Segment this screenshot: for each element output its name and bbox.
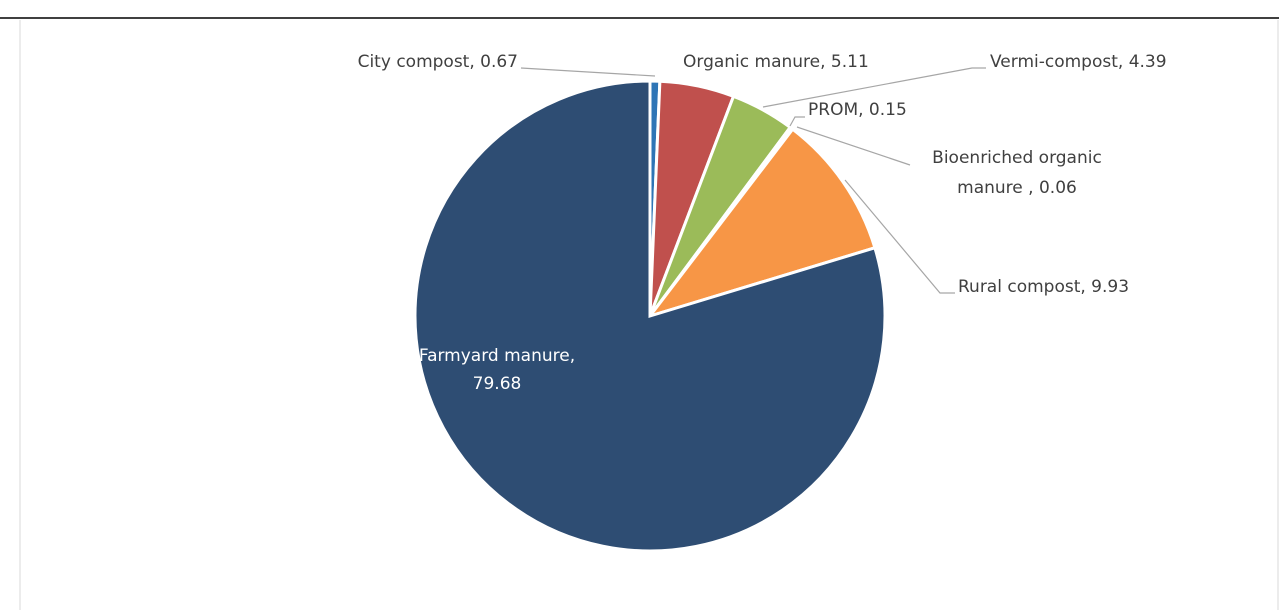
data-label: PROM, 0.15 xyxy=(808,100,907,120)
data-label: Vermi-compost, 4.39 xyxy=(990,52,1167,72)
leader-line xyxy=(762,67,986,108)
pie-slice xyxy=(645,127,877,319)
leader-line xyxy=(844,179,955,294)
data-label: City compost, 0.67 xyxy=(358,52,518,72)
leader-line xyxy=(796,126,911,166)
leader-line xyxy=(520,67,656,77)
pie-slice xyxy=(413,79,887,553)
data-label: Bioenriched organic manure , 0.06 xyxy=(932,148,1102,198)
data-label: Organic manure, 5.11 xyxy=(683,52,869,72)
leader-line xyxy=(789,116,805,127)
data-label: Rural compost, 9.93 xyxy=(958,277,1129,297)
data-label: Farmyard manure, 79.68 xyxy=(419,346,575,394)
